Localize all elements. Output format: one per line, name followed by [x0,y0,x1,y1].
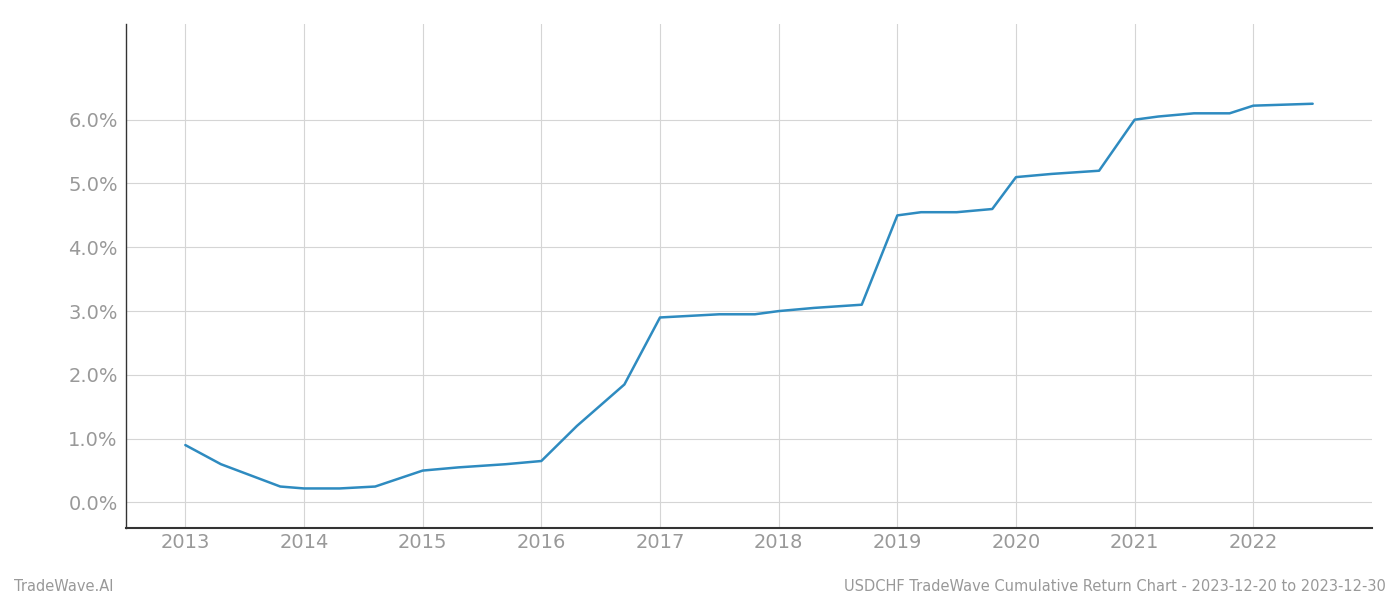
Text: TradeWave.AI: TradeWave.AI [14,579,113,594]
Text: USDCHF TradeWave Cumulative Return Chart - 2023-12-20 to 2023-12-30: USDCHF TradeWave Cumulative Return Chart… [844,579,1386,594]
